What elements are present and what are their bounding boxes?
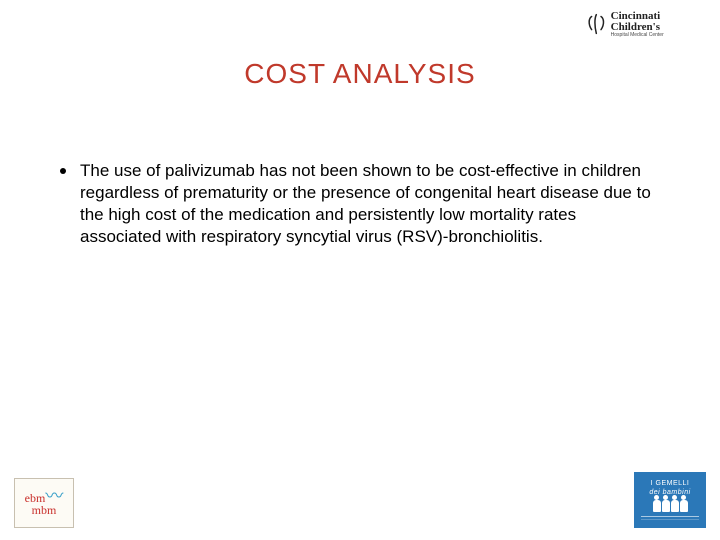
logo-bl-text: ebm〰 mbm	[25, 491, 64, 516]
logo-top-right-text: Cincinnati Children's Hospital Medical C…	[611, 11, 706, 38]
logo-tr-name: Cincinnati Children's	[611, 11, 706, 33]
logo-bottom-left: ebm〰 mbm	[14, 478, 74, 528]
logo-bottom-right: I GEMELLI dei bambini	[634, 472, 706, 528]
logo-br-divider	[641, 516, 699, 517]
slide: Cincinnati Children's Hospital Medical C…	[0, 0, 720, 540]
bullet-item: The use of palivizumab has not been show…	[60, 160, 660, 248]
bullet-text: The use of palivizumab has not been show…	[80, 160, 660, 248]
logo-top-right: Cincinnati Children's Hospital Medical C…	[586, 10, 706, 38]
slide-title: COST ANALYSIS	[0, 58, 720, 90]
logo-bl-line2: mbm	[32, 503, 57, 517]
content-area: The use of palivizumab has not been show…	[60, 160, 660, 248]
cincinnati-childrens-icon	[586, 12, 607, 36]
bullet-dot-icon	[60, 168, 66, 174]
logo-br-divider	[641, 519, 699, 520]
logo-br-children-icon	[653, 500, 688, 512]
logo-br-line1: I GEMELLI	[651, 480, 690, 487]
logo-tr-sub: Hospital Medical Center	[611, 33, 706, 38]
